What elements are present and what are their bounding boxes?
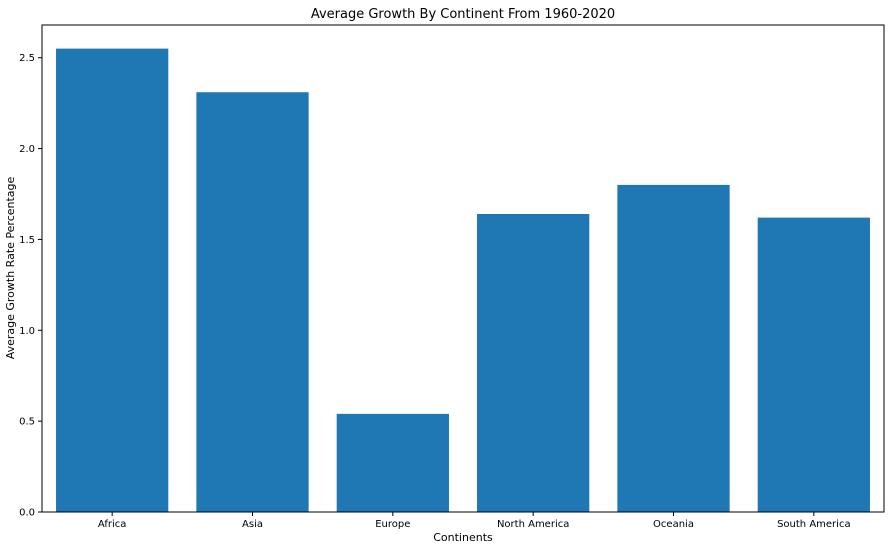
y-tick-label: 1.5 (19, 235, 35, 246)
x-tick-label: Europe (375, 519, 410, 530)
y-axis-ticks: 0.0 0.5 1.0 1.5 2.0 2.5 (19, 53, 42, 519)
bars-group (56, 48, 870, 513)
x-tick-label: North America (497, 519, 569, 530)
bar-europe (336, 413, 449, 512)
x-tick-label: Africa (98, 519, 127, 530)
x-tick-label: South America (777, 519, 851, 530)
x-axis-ticks: Africa Asia Europe North America Oceania Sout… (98, 512, 851, 530)
y-tick-label: 2.5 (19, 53, 35, 64)
bar-north-america (477, 213, 590, 512)
y-axis-label: Average Growth Rate Percentage (4, 176, 17, 359)
x-tick-label: Asia (242, 519, 263, 530)
y-tick-label: 0.0 (19, 508, 35, 519)
bar-oceania (617, 184, 730, 512)
y-tick-label: 0.5 (19, 417, 35, 428)
y-tick-label: 1.0 (19, 326, 35, 337)
x-axis-label: Continents (433, 531, 493, 544)
chart-title: Average Growth By Continent From 1960-20… (311, 7, 615, 22)
x-tick-label: Oceania (653, 519, 694, 530)
y-tick-label: 2.0 (19, 144, 35, 155)
bar-asia (196, 92, 309, 512)
bar-south-america (757, 217, 870, 513)
plot-frame (41, 24, 885, 513)
bar-africa (56, 48, 169, 512)
